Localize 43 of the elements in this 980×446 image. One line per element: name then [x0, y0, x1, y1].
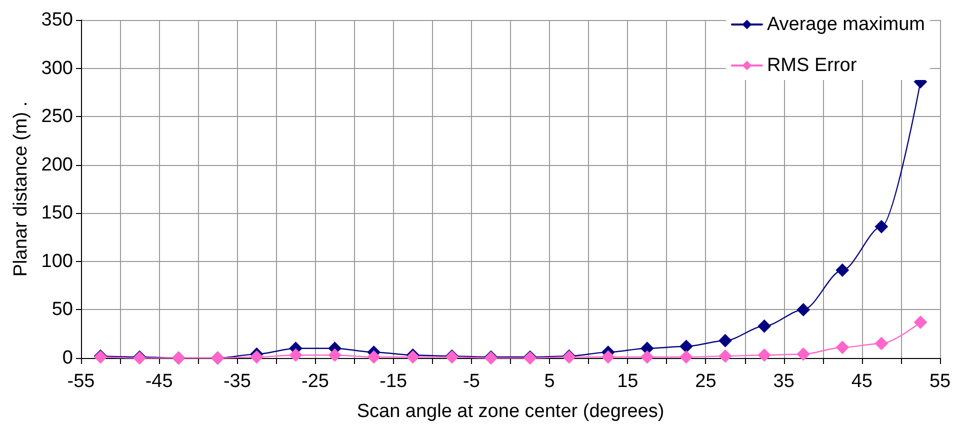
- x-tick-label: -25: [302, 371, 330, 392]
- legend-label: RMS Error: [766, 55, 858, 76]
- x-tick-label: -55: [67, 371, 95, 392]
- point: [250, 350, 264, 364]
- point: [640, 350, 654, 364]
- point: [836, 264, 849, 277]
- y-axis-title: Planar distance (m) .: [10, 101, 32, 277]
- x-axis-title: Scan angle at zone center (degrees): [356, 401, 664, 422]
- legend-label: Average maximum: [766, 14, 926, 35]
- point: [796, 303, 810, 316]
- x-tick-label: 45: [851, 371, 872, 392]
- x-tick-label: -15: [380, 371, 408, 392]
- y-tick-label: 300: [41, 58, 73, 79]
- point: [914, 316, 927, 329]
- point: [718, 350, 732, 363]
- x-tick-label: -45: [145, 371, 173, 392]
- point: [328, 348, 342, 362]
- x-tick-label: 15: [617, 371, 638, 392]
- y-tick-label: 250: [41, 106, 73, 128]
- x-tick-label: 5: [544, 371, 555, 392]
- x-tick-label: 35: [773, 371, 794, 392]
- point: [367, 350, 380, 364]
- point: [289, 348, 302, 362]
- point: [718, 334, 732, 348]
- y-tick-label: 0: [62, 348, 73, 368]
- y-tick-label: 50: [52, 299, 73, 320]
- x-tick-label: 25: [695, 371, 716, 392]
- y-tick-label: 350: [41, 10, 73, 30]
- y-tick-label: 100: [41, 250, 73, 272]
- y-tick-label: 150: [41, 202, 73, 224]
- point: [758, 348, 771, 362]
- point: [796, 348, 810, 361]
- y-tick-label: 200: [41, 154, 73, 176]
- point: [680, 340, 693, 353]
- point: [602, 350, 615, 364]
- point: [874, 337, 888, 350]
- point: [836, 340, 849, 354]
- point: [874, 220, 888, 234]
- x-tick-label: -35: [223, 371, 251, 392]
- x-tick-label: 55: [929, 371, 951, 392]
- point: [758, 320, 771, 333]
- x-tick-label: -5: [463, 371, 480, 392]
- point: [680, 350, 693, 364]
